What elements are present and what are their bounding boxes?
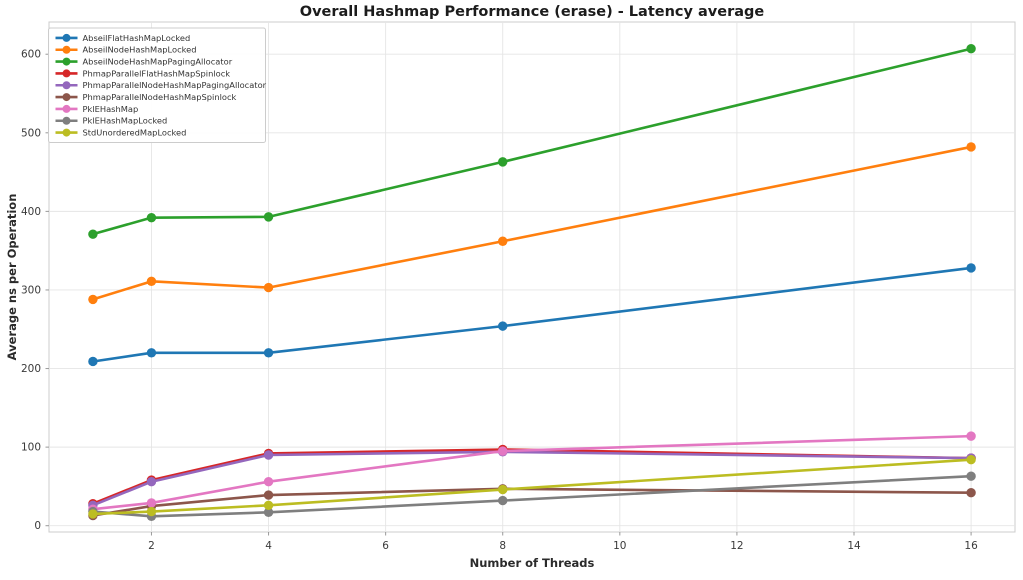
legend-marker-swatch: [62, 33, 71, 42]
data-point-marker: [146, 477, 157, 487]
series-layer: [88, 44, 976, 521]
x-axis-label: Number of Threads: [470, 556, 595, 570]
legend-item: AbseilFlatHashMapLocked: [55, 33, 191, 43]
legend-item: AbseilNodeHashMapPagingAllocator: [55, 56, 233, 66]
data-point-marker: [263, 507, 274, 518]
legend-item: AbseilNodeHashMapLocked: [55, 45, 197, 55]
x-tick-label: 10: [613, 540, 626, 552]
x-tick-label: 2: [148, 540, 155, 552]
x-tick-label: 12: [730, 540, 743, 552]
legend-label: PklEHashMap: [83, 104, 139, 114]
legend-item: PklEHashMapLocked: [55, 116, 168, 126]
y-tick-label: 500: [21, 127, 41, 139]
data-point-marker: [263, 450, 274, 460]
legend-marker-swatch: [62, 81, 71, 90]
y-tick-label: 200: [21, 363, 41, 375]
legend-item: PhmapParallelNodeHashMapSpinlock: [55, 92, 237, 102]
x-tick-label: 16: [964, 540, 978, 552]
series-AbseilNodeHashMapPagingAllocator: [88, 44, 976, 239]
legend-label: PhmapParallelNodeHashMapPagingAllocator: [83, 80, 267, 90]
legend-marker-swatch: [62, 128, 71, 137]
legend-marker-swatch: [62, 45, 71, 54]
data-point-marker: [966, 471, 976, 481]
legend: AbseilFlatHashMapLocked AbseilNodeHashMap…: [48, 27, 267, 143]
series-StdUnorderedMapLocked: [88, 455, 976, 519]
legend-item: PklEHashMap: [55, 104, 139, 114]
legend-marker-swatch: [62, 69, 71, 78]
axis-ticks: [45, 53, 972, 536]
legend-marker-swatch: [62, 116, 71, 125]
y-tick-label: 0: [34, 520, 41, 532]
series-AbseilFlatHashMapLocked: [88, 263, 976, 367]
x-tick-labels: 2 4 6 8 10 12 14 16: [148, 540, 978, 552]
legend-label: AbseilNodeHashMapPagingAllocator: [83, 56, 233, 66]
series-PklEHashMap: [88, 431, 976, 514]
data-point-marker: [146, 212, 157, 223]
data-point-marker: [498, 321, 508, 331]
data-point-marker: [263, 477, 274, 487]
legend-item: PhmapParallelFlatHashMapSpinlock: [55, 68, 231, 78]
legend-label: PklEHashMapLocked: [83, 116, 168, 126]
data-point-marker: [146, 348, 157, 358]
data-point-marker: [498, 236, 508, 246]
data-point-marker: [88, 294, 98, 305]
y-tick-labels: 0 100 200 300 400 500 600: [21, 49, 41, 532]
data-point-marker: [966, 455, 976, 465]
data-point-marker: [146, 276, 157, 287]
y-tick-label: 100: [21, 442, 41, 454]
x-tick-label: 6: [382, 540, 389, 552]
y-axis-label: Average ns per Operation: [5, 194, 19, 361]
data-point-marker: [498, 495, 508, 506]
legend-label: StdUnorderedMapLocked: [83, 127, 187, 137]
chart-title: Overall Hashmap Performance (erase) - La…: [300, 4, 765, 20]
legend-item: StdUnorderedMapLocked: [55, 127, 187, 137]
y-tick-label: 300: [21, 284, 41, 296]
y-tick-label: 400: [21, 206, 41, 218]
data-point-marker: [88, 356, 98, 367]
x-tick-label: 4: [265, 540, 272, 552]
legend-marker-swatch: [62, 57, 71, 66]
data-point-marker: [146, 506, 157, 517]
x-tick-label: 14: [847, 540, 861, 552]
data-point-marker: [263, 348, 274, 358]
data-point-marker: [966, 488, 976, 498]
legend-label: PhmapParallelNodeHashMapSpinlock: [83, 92, 237, 102]
data-point-marker: [498, 157, 508, 167]
data-point-marker: [88, 229, 98, 239]
data-point-marker: [966, 431, 976, 441]
data-point-marker: [966, 44, 976, 54]
legend-marker-swatch: [62, 104, 71, 113]
data-point-marker: [263, 490, 274, 500]
data-point-marker: [263, 500, 274, 510]
data-point-marker: [498, 484, 508, 495]
series-AbseilNodeHashMapLocked: [88, 142, 976, 305]
x-tick-label: 8: [499, 540, 506, 552]
legend-item: PhmapParallelNodeHashMapPagingAllocator: [55, 80, 267, 90]
legend-label: PhmapParallelFlatHashMapSpinlock: [83, 68, 231, 78]
legend-marker-swatch: [62, 93, 71, 102]
legend-box: [48, 27, 266, 143]
data-point-marker: [263, 212, 274, 222]
data-point-marker: [498, 446, 508, 456]
y-tick-label: 600: [21, 49, 41, 61]
data-point-marker: [88, 509, 98, 519]
data-point-marker: [263, 282, 274, 293]
data-point-marker: [146, 498, 157, 508]
legend-label: AbseilNodeHashMapLocked: [83, 45, 197, 55]
data-point-marker: [966, 263, 976, 273]
data-point-marker: [966, 142, 976, 152]
legend-label: AbseilFlatHashMapLocked: [83, 33, 191, 43]
